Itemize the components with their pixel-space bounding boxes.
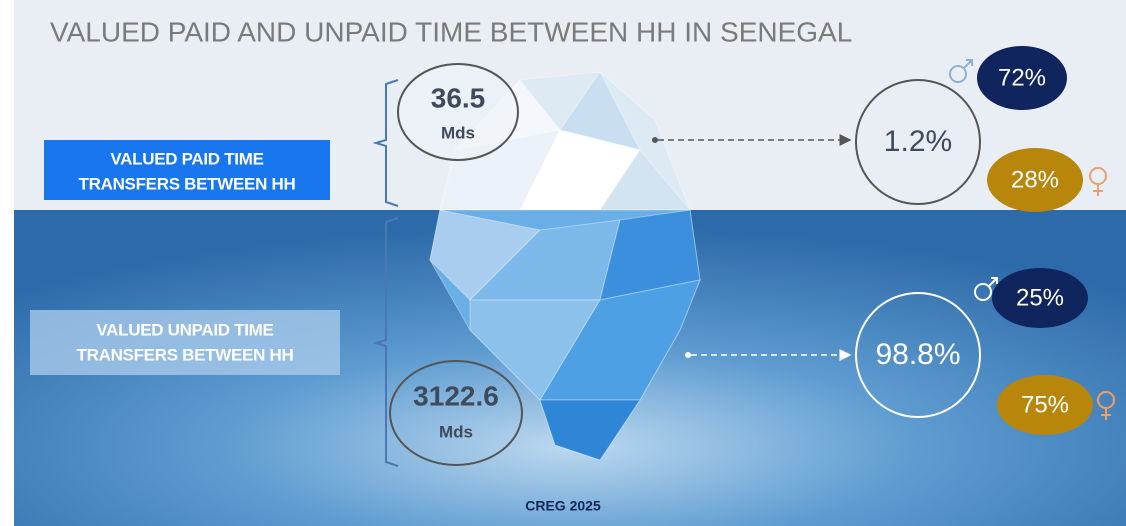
title: VALUED PAID AND UNPAID TIME BETWEEN HH I… (50, 16, 852, 47)
paid-label: TRANSFERS BETWEEN HH (79, 174, 296, 193)
female-share: 75% (1021, 391, 1069, 418)
arrow-dot (652, 137, 658, 143)
unpaid-label: TRANSFERS BETWEEN HH (77, 345, 294, 364)
amount: 36.5 (431, 82, 486, 113)
source: CREG 2025 (525, 498, 601, 514)
unit: Mds (439, 422, 473, 441)
amount: 3122.6 (413, 380, 499, 411)
male-share: 25% (1016, 284, 1064, 311)
share: 1.2% (884, 125, 952, 158)
male-share: 72% (998, 64, 1046, 91)
paid-label: VALUED PAID TIME (110, 149, 263, 168)
female-share: 28% (1011, 166, 1059, 193)
arrow-dot (685, 352, 691, 358)
share: 98.8% (875, 338, 960, 371)
unit: Mds (441, 123, 475, 142)
unpaid-label: VALUED UNPAID TIME (96, 320, 273, 339)
infographic: VALUED PAID AND UNPAID TIME BETWEEN HH I… (0, 0, 1126, 526)
